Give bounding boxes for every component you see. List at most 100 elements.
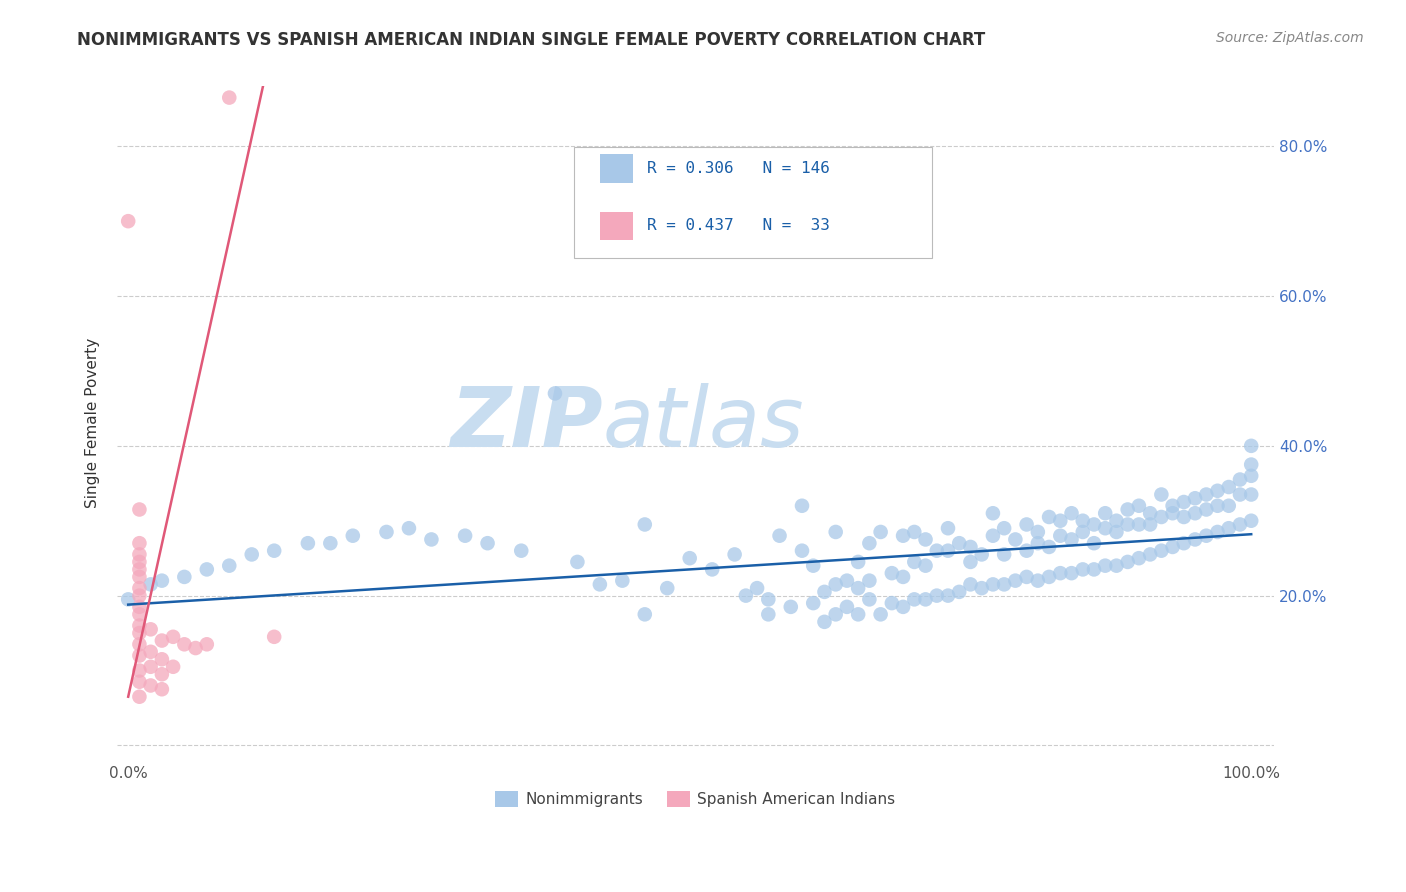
Point (1206, 499, 1229, 513)
Point (128, 674, 150, 689)
Point (981, 529, 1004, 543)
Text: NONIMMIGRANTS VS SPANISH AMERICAN INDIAN SINGLE FEMALE POVERTY CORRELATION CHART: NONIMMIGRANTS VS SPANISH AMERICAN INDIAN… (77, 31, 986, 49)
Point (128, 536, 150, 550)
Point (342, 529, 364, 543)
Point (1139, 548, 1161, 562)
Point (1195, 502, 1218, 516)
Point (510, 543, 533, 558)
Point (1015, 543, 1038, 558)
Point (756, 592, 779, 607)
Point (1184, 506, 1206, 520)
Point (218, 90, 240, 104)
Point (1161, 499, 1184, 513)
Point (139, 623, 162, 637)
Point (128, 599, 150, 614)
Point (567, 555, 589, 569)
Point (1218, 480, 1240, 494)
Point (128, 626, 150, 640)
Point (835, 574, 858, 588)
Point (1218, 499, 1240, 513)
Point (117, 592, 139, 607)
Point (734, 589, 756, 603)
Point (756, 607, 779, 622)
Point (1128, 551, 1150, 566)
Point (869, 607, 891, 622)
Point (903, 555, 925, 569)
Point (128, 570, 150, 584)
Point (959, 555, 981, 569)
Point (880, 596, 903, 610)
Point (914, 558, 936, 573)
Point (128, 555, 150, 569)
Point (993, 521, 1015, 535)
Point (824, 577, 846, 591)
Point (1240, 487, 1263, 501)
Point (1060, 566, 1083, 581)
Point (657, 581, 679, 595)
Point (880, 566, 903, 581)
Point (1004, 533, 1026, 547)
Point (790, 499, 813, 513)
Point (1150, 510, 1173, 524)
Point (936, 543, 959, 558)
Point (993, 577, 1015, 591)
Point (1071, 514, 1094, 528)
Point (1094, 558, 1116, 573)
Point (1150, 543, 1173, 558)
Point (858, 592, 880, 607)
Point (925, 543, 948, 558)
Point (139, 659, 162, 673)
Legend: Nonimmigrants, Spanish American Indians: Nonimmigrants, Spanish American Indians (489, 785, 901, 814)
Point (634, 517, 657, 532)
Point (1083, 562, 1105, 576)
FancyBboxPatch shape (600, 211, 633, 240)
Point (891, 570, 914, 584)
Point (1026, 574, 1049, 588)
Point (263, 543, 285, 558)
Point (869, 524, 891, 539)
Point (128, 502, 150, 516)
Point (150, 682, 173, 697)
Point (1184, 533, 1206, 547)
Point (1173, 536, 1195, 550)
Text: Source: ZipAtlas.com: Source: ZipAtlas.com (1216, 31, 1364, 45)
Point (1116, 517, 1139, 532)
Point (959, 577, 981, 591)
Point (139, 678, 162, 692)
Point (1139, 517, 1161, 532)
Point (420, 533, 443, 547)
Point (679, 551, 702, 566)
Point (846, 607, 869, 622)
Point (1094, 506, 1116, 520)
Point (128, 581, 150, 595)
FancyBboxPatch shape (600, 154, 633, 183)
Point (128, 637, 150, 651)
Point (723, 548, 745, 562)
Point (173, 637, 195, 651)
Point (1004, 574, 1026, 588)
Point (195, 562, 218, 576)
Point (858, 536, 880, 550)
Point (1026, 536, 1049, 550)
Text: ZIP: ZIP (450, 383, 603, 464)
Point (1038, 510, 1060, 524)
Point (1105, 558, 1128, 573)
Point (801, 596, 824, 610)
Point (959, 540, 981, 554)
Point (981, 506, 1004, 520)
Point (948, 585, 970, 599)
Point (1229, 517, 1251, 532)
Point (454, 529, 477, 543)
Point (162, 659, 184, 673)
Point (1173, 495, 1195, 509)
Point (1150, 487, 1173, 501)
Point (162, 630, 184, 644)
Point (1105, 514, 1128, 528)
Point (634, 607, 657, 622)
Point (970, 548, 993, 562)
Point (970, 581, 993, 595)
Point (1206, 483, 1229, 498)
Point (1083, 536, 1105, 550)
Point (1229, 487, 1251, 501)
Point (1049, 529, 1071, 543)
